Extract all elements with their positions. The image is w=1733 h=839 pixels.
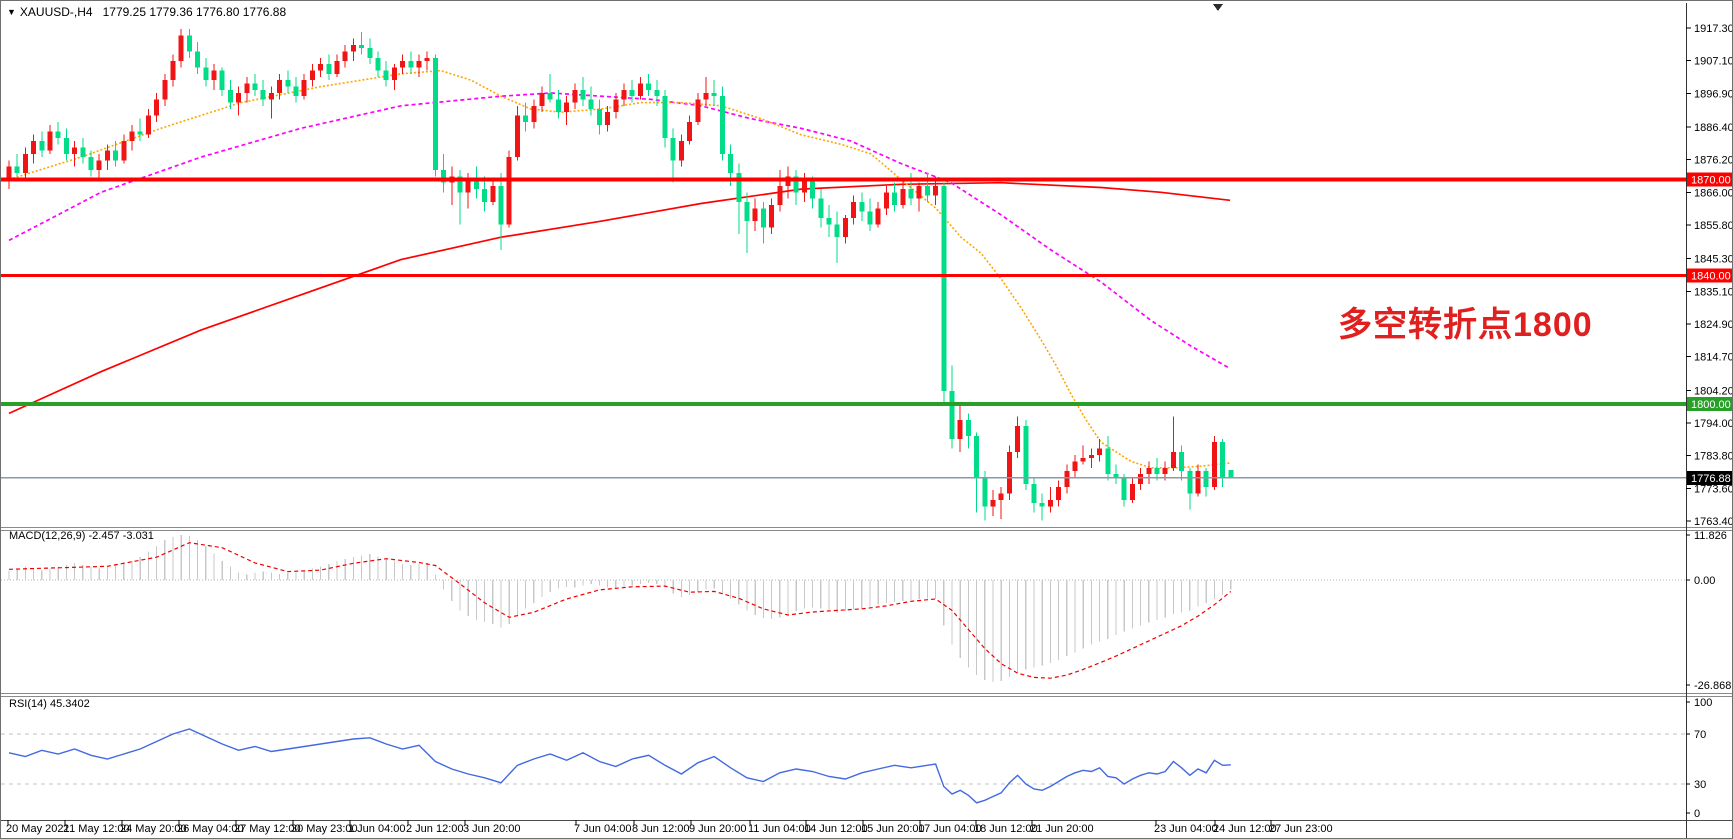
time-axis-label: 30 May 23:00 <box>291 823 358 835</box>
price-tick-label: 1804.20 <box>1694 385 1733 397</box>
rsi-indicator-label: RSI(14) 45.3402 <box>9 698 90 710</box>
time-axis-label: 21 May 12:00 <box>63 823 130 835</box>
price-badge-support-1800 <box>1687 396 1732 411</box>
candles <box>6 28 1234 521</box>
price-badge-current-price <box>1687 470 1732 485</box>
rsi-line <box>8 728 1231 804</box>
chart-shift-marker-icon[interactable] <box>1213 4 1223 11</box>
price-tick-label: 1896.90 <box>1694 88 1733 100</box>
time-axis-label: 1 Jun 04:00 <box>348 823 406 835</box>
price-tick-label: 1876.20 <box>1694 155 1733 167</box>
macd-signal-line <box>8 542 1232 679</box>
indicator-tick-label: 70 <box>1694 729 1706 741</box>
time-axis-label: 7 Jun 04:00 <box>574 823 632 835</box>
price-tick-label: 1907.10 <box>1694 56 1733 68</box>
ma-mid-magenta-line <box>8 92 1231 370</box>
symbol-title: XAUUSD-,H4 <box>19 5 93 19</box>
time-axis-label: 18 Jun 12:00 <box>974 823 1038 835</box>
price-tick-label: 1794.00 <box>1694 418 1733 430</box>
price-tick-label: 1835.10 <box>1694 286 1733 298</box>
indicator-tick-label: -26.868 <box>1694 680 1731 692</box>
time-axis-label: 24 Jun 12:00 <box>1213 823 1277 835</box>
price-tick-label: 1866.00 <box>1694 187 1733 199</box>
svg-text:1840.00: 1840.00 <box>1691 271 1731 283</box>
time-axis-label: 8 Jun 12:00 <box>632 823 690 835</box>
svg-text:1800.00: 1800.00 <box>1691 399 1731 411</box>
time-axis-label: 26 May 04:00 <box>177 823 244 835</box>
indicator-tick-label: 0.00 <box>1694 575 1715 587</box>
main-price-panel <box>1 28 1686 521</box>
macd-panel <box>1 535 1686 683</box>
price-tick-label: 1845.30 <box>1694 254 1733 266</box>
ohlc-values: 1779.25 1779.36 1776.80 1776.88 <box>102 5 287 19</box>
price-badge-resistance-1870 <box>1687 172 1732 187</box>
price-tick-label: 1814.70 <box>1694 352 1733 364</box>
time-axis-label: 3 Jun 20:00 <box>463 823 521 835</box>
price-badge-resistance-1840 <box>1687 268 1732 283</box>
macd-histogram <box>8 535 1232 683</box>
time-axis-label: 24 May 20:00 <box>120 823 187 835</box>
svg-text:1776.88: 1776.88 <box>1691 473 1731 485</box>
time-axis-label: 27 Jun 23:00 <box>1269 823 1333 835</box>
price-tick-label: 1886.40 <box>1694 122 1733 134</box>
indicator-tick-label: 100 <box>1694 697 1712 709</box>
chart-annotation: 多空转折点1800 <box>1338 306 1593 344</box>
price-tick-label: 1917.30 <box>1694 23 1733 35</box>
symbol-dropdown-icon[interactable]: ▼ <box>7 7 16 17</box>
macd-values: -2.457 -3.031 <box>88 530 154 542</box>
indicator-tick-label: 0 <box>1694 808 1700 820</box>
time-axis-label: 21 Jun 20:00 <box>1030 823 1094 835</box>
indicator-tick-label: 30 <box>1694 779 1706 791</box>
time-axis-label: 14 Jun 12:00 <box>804 823 868 835</box>
axes: 1917.30 1907.10 1896.90 1886.40 1876.20 1866.… <box>1 3 1733 838</box>
indicator-tick-label: 11.826 <box>1694 530 1727 542</box>
ma-slow-red-line <box>8 181 1231 415</box>
time-axis-label: 23 Jun 04:00 <box>1154 823 1218 835</box>
time-axis-label: 17 Jun 04:00 <box>918 823 982 835</box>
rsi-name: RSI(14) <box>9 698 47 710</box>
price-tick-label: 1783.80 <box>1694 451 1733 463</box>
time-axis-label: 9 Jun 20:00 <box>689 823 747 835</box>
macd-indicator-label: MACD(12,26,9) -2.457 -3.031 <box>9 530 154 542</box>
time-axis-label: 27 May 12:00 <box>234 823 301 835</box>
time-axis-label: 15 Jun 20:00 <box>861 823 925 835</box>
rsi-value: 45.3402 <box>49 698 90 710</box>
price-tick-label: 1855.80 <box>1694 220 1733 232</box>
macd-name: MACD(12,26,9) <box>9 530 86 542</box>
time-axis-label: 11 Jun 04:00 <box>748 823 811 835</box>
svg-text:1870.00: 1870.00 <box>1691 175 1731 187</box>
symbol-header: ▼ XAUUSD-,H4 1779.25 1779.36 1776.80 1776.… <box>7 5 286 19</box>
price-tick-label: 1763.40 <box>1694 516 1733 528</box>
price-tick-label: 1824.90 <box>1694 319 1733 331</box>
time-axis-label: 20 May 2021 <box>6 823 70 835</box>
price-tick-label: 1773.60 <box>1694 483 1733 495</box>
time-axis-label: 2 Jun 12:00 <box>406 823 464 835</box>
ma-fast-orange-line <box>8 69 1231 469</box>
rsi-panel <box>1 728 1686 804</box>
